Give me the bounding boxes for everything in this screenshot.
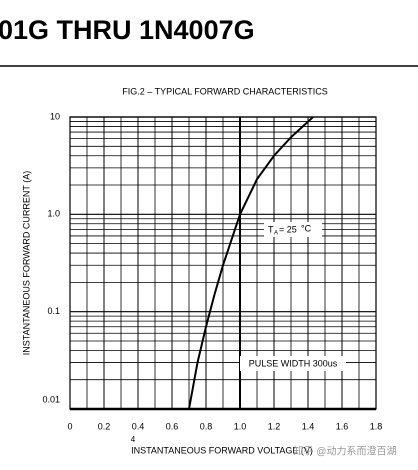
annotation-box: [264, 222, 322, 237]
x-axis-label: INSTANTANEOUS FORWARD VOLTAGE (V): [131, 445, 313, 455]
annotation: = 25: [279, 224, 297, 234]
annotation: °C: [301, 223, 312, 233]
watermark: 知乎 @动力系而澄百湖: [294, 445, 397, 458]
x-tick-label: 0: [67, 421, 72, 431]
annotation: PULSE WIDTH 300us: [249, 358, 338, 368]
x-tick-label: 0.6: [166, 421, 179, 431]
stray-label: 4: [131, 435, 136, 444]
annotation: A: [274, 231, 278, 237]
header-title: 01G THRU 1N4007G: [0, 15, 255, 45]
x-tick-label: 0.2: [98, 421, 111, 431]
x-tick-label: 1.4: [302, 421, 315, 431]
annotation-box: [240, 356, 346, 371]
y-axis-label: INSTANTANEOUS FORWARD CURRENT (A): [21, 171, 31, 356]
x-tick-label: 0.8: [200, 421, 213, 431]
curve: [188, 116, 314, 410]
x-tick-label: 1.8: [370, 421, 383, 431]
y-tick-label: 0.1: [47, 306, 60, 316]
annotation: T: [268, 224, 274, 234]
x-tick-label: 1.0: [234, 421, 247, 431]
x-tick-label: 1.6: [336, 421, 349, 431]
y-tick-label: 1.0: [47, 209, 60, 219]
y-tick-label: 10: [50, 111, 60, 121]
y-tick-label: 0.01: [42, 394, 60, 404]
x-tick-label: 0.4: [132, 421, 145, 431]
chart-title: FIG.2 – TYPICAL FORWARD CHARACTERISTICS: [122, 86, 328, 96]
x-tick-label: 1.2: [268, 421, 281, 431]
